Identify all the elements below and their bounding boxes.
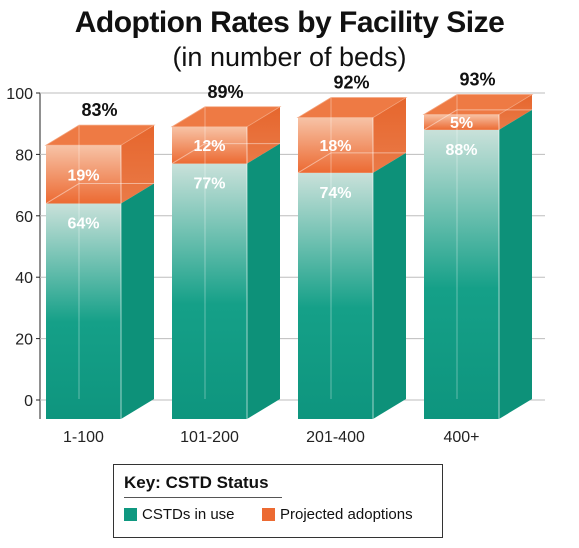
data-label-in-use: 74%: [319, 185, 351, 202]
total-label: 89%: [207, 82, 243, 102]
bar-101-200: 77% 12% 89%: [170, 82, 282, 420]
data-label-projected: 12%: [193, 138, 225, 155]
legend-swatch-orange: [262, 508, 275, 521]
y-tick-label: 60: [15, 209, 33, 226]
bars: 64% 19% 83% 77% 12% 89% 74% 18% 92% 88% 5% 93%: [44, 69, 534, 420]
y-tick-label: 0: [24, 393, 33, 410]
legend-label: Projected adoptions: [280, 506, 413, 523]
bar-projected: [424, 114, 499, 130]
total-label: 93%: [459, 69, 495, 89]
legend-item-cstds-in-use: CSTDs in use: [124, 506, 235, 523]
y-axis: 0 20 40 60 80 100: [6, 86, 33, 410]
bar-edge: [297, 152, 406, 174]
bar-projected: [46, 145, 121, 204]
data-label-in-use: 77%: [193, 176, 225, 193]
chart-subtitle: (in number of beds): [172, 42, 407, 72]
data-label-in-use: 88%: [445, 142, 477, 159]
bar-edge: [45, 183, 154, 204]
bar-in-use: [424, 129, 499, 419]
legend-swatch-teal: [124, 508, 137, 521]
bar-in-use: [172, 163, 247, 419]
x-tick-label: 201-400: [306, 429, 365, 446]
bar-side-in-use: [121, 183, 154, 419]
bar-projected: [298, 117, 373, 173]
y-tick-label: 20: [15, 332, 33, 349]
bar-edge: [171, 143, 280, 165]
bar-projected: [172, 126, 247, 164]
legend-item-projected-adoptions: Projected adoptions: [262, 506, 413, 523]
total-label: 92%: [333, 73, 369, 93]
legend: Key: CSTD Status CSTDs in use Projected …: [113, 464, 443, 538]
bar-edge: [423, 109, 532, 131]
chart-title: Adoption Rates by Facility Size: [74, 6, 505, 39]
y-tick-label: 100: [6, 86, 33, 103]
bar-side-in-use: [247, 143, 280, 420]
x-tick-label: 400+: [443, 429, 479, 446]
x-tick-label: 1-100: [63, 429, 104, 446]
bar-1-100: 64% 19% 83%: [44, 100, 156, 419]
x-tick-label: 101-200: [180, 429, 239, 446]
x-axis: 1-100 101-200 201-400 400+: [63, 429, 479, 446]
data-label-projected: 18%: [319, 138, 351, 155]
legend-title: Key: CSTD Status: [124, 473, 269, 492]
data-label-in-use: 64%: [67, 216, 99, 233]
bar-side-in-use: [499, 109, 532, 419]
data-label-projected: 19%: [67, 167, 99, 184]
legend-label: CSTDs in use: [142, 506, 235, 523]
bar-in-use: [298, 172, 373, 419]
bar-400+: 88% 5% 93%: [422, 69, 534, 419]
total-label: 83%: [81, 100, 117, 120]
bar-side-projected: [499, 94, 532, 130]
bar-201-400: 74% 18% 92%: [296, 73, 408, 419]
bar-side-in-use: [373, 152, 406, 419]
bar-side-projected: [373, 97, 406, 173]
bar-in-use: [46, 203, 121, 419]
y-tick-label: 80: [15, 147, 33, 164]
bar-side-projected: [121, 125, 154, 204]
legend-divider: [124, 497, 282, 498]
bar-side-projected: [247, 106, 280, 164]
y-tick-label: 40: [15, 270, 33, 287]
data-label-projected: 5%: [450, 115, 473, 132]
